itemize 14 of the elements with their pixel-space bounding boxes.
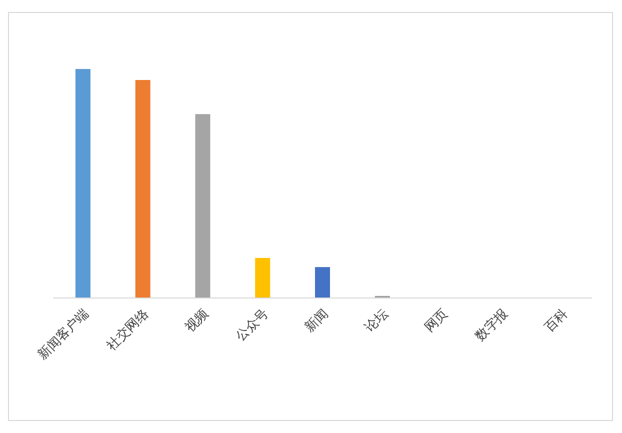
x-tick-label: 论坛 [362, 306, 391, 335]
bar [315, 267, 330, 298]
bar [75, 69, 90, 298]
x-tick-label: 百科 [541, 306, 570, 335]
x-tick-label: 新闻 [302, 306, 331, 335]
bar [255, 258, 270, 298]
bar [195, 114, 210, 298]
x-tick-label: 视频 [182, 306, 211, 335]
x-tick-label: 网页 [422, 306, 451, 335]
x-tick-label: 数字报 [472, 306, 510, 344]
bar [135, 80, 150, 298]
x-tick-label: 社交网络 [104, 306, 152, 354]
x-tick-label: 新闻客户端 [34, 306, 92, 362]
x-tick-label: 公众号 [232, 306, 271, 344]
